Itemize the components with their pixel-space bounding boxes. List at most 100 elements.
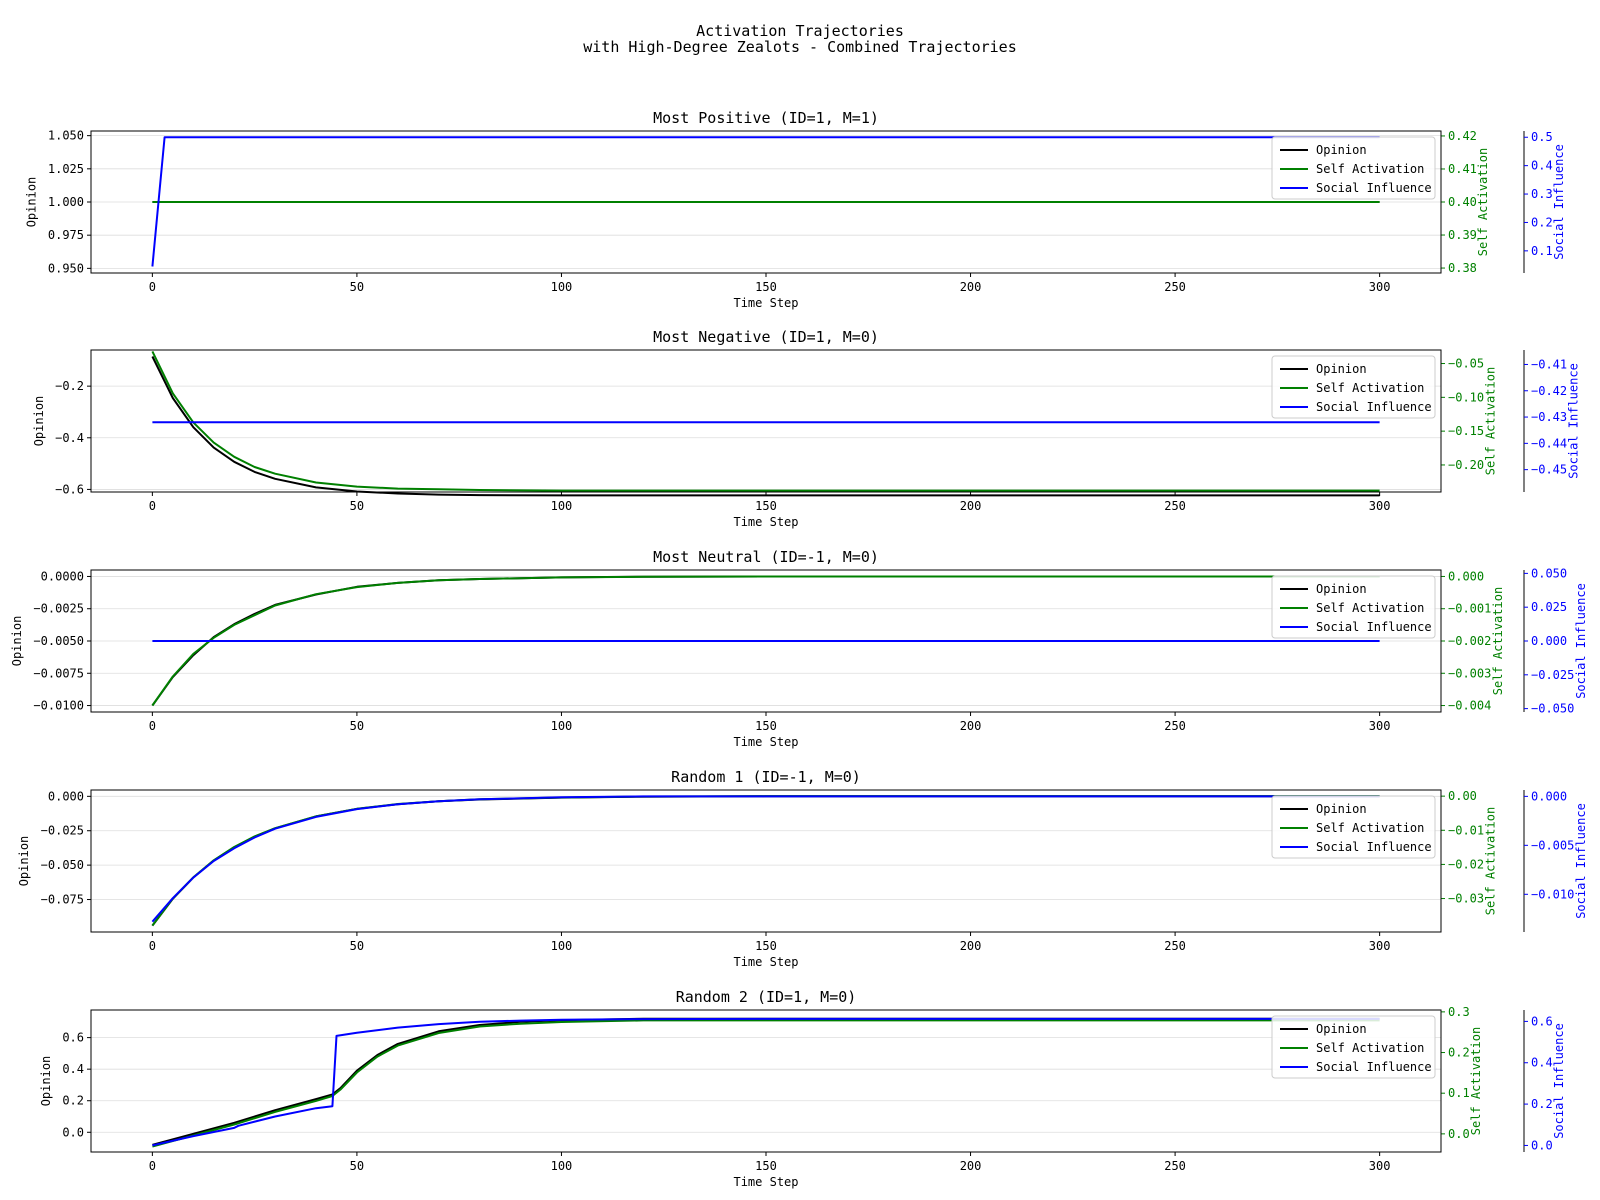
y2-tick-label: 0.000 [1448, 569, 1484, 583]
legend-label: Self Activation [1316, 1041, 1424, 1055]
y2-tick-label: −0.05 [1448, 357, 1484, 371]
y2-tick-label: −0.004 [1448, 699, 1491, 713]
y2-tick-label: 0.1 [1448, 1086, 1470, 1100]
y-tick-label: 0.2 [62, 1094, 84, 1108]
x-axis-label: Time Step [733, 735, 798, 749]
y2-axis-label: Self Activation [1484, 807, 1498, 915]
subplot-3: Most Neutral (ID=-1, M=0) 0 50 100 150 200 250… [10, 548, 1588, 749]
y2-tick-label: −0.001 [1448, 602, 1491, 616]
y3-tick-label: 0.1 [1531, 244, 1553, 258]
x-tick-label: 250 [1164, 1159, 1186, 1173]
y3-axis-label: Social Influence [1552, 144, 1566, 260]
y3-tick-label: −0.005 [1531, 838, 1574, 852]
y3-tick-label: 0.2 [1531, 1097, 1553, 1111]
y-tick-label: −0.0025 [33, 602, 84, 616]
legend-label: Opinion [1316, 362, 1367, 376]
series-line-self-activation [152, 1019, 1380, 1148]
y3-tick-label: −0.44 [1531, 436, 1567, 450]
axes-frame [90, 569, 1442, 713]
y2-tick-label: 0.40 [1448, 195, 1477, 209]
subplot-4: Random 1 (ID=-1, M=0) 0 50 100 150 200 250 300 T… [17, 768, 1588, 969]
x-tick-label: 0 [149, 1159, 156, 1173]
y-tick-label: −0.050 [41, 858, 84, 872]
legend-label: Social Influence [1316, 1060, 1432, 1074]
x-tick-label: 100 [551, 939, 573, 953]
y2-tick-label: 0.38 [1448, 261, 1477, 275]
x-tick-label: 150 [755, 1159, 777, 1173]
y2-tick-label: 0.41 [1448, 162, 1477, 176]
legend-label: Self Activation [1316, 381, 1424, 395]
legend: Opinion Self Activation Social Influence [1271, 795, 1436, 859]
y-tick-label: −0.0050 [33, 634, 84, 648]
y3-axis-label: Social Influence [1567, 363, 1581, 479]
legend-box [1271, 1015, 1436, 1079]
y3-tick-label: 0.4 [1531, 159, 1553, 173]
x-axis-label: Time Step [733, 1175, 798, 1189]
x-tick-label: 100 [551, 499, 573, 513]
series-line-social-influence [152, 1017, 1380, 1147]
figure-title-line1: Activation Trajectories [696, 22, 904, 40]
y3-tick-label: 0.6 [1531, 1014, 1553, 1028]
legend-label: Social Influence [1316, 840, 1432, 854]
y-axis-label: Opinion [25, 177, 39, 228]
x-tick-label: 50 [350, 499, 364, 513]
y-tick-label: 0.6 [62, 1031, 84, 1045]
subplot-title: Random 1 (ID=-1, M=0) [671, 768, 861, 786]
x-axis-label: Time Step [733, 955, 798, 969]
legend-label: Opinion [1316, 802, 1367, 816]
y2-axis-label: Self Activation [1484, 367, 1498, 475]
axes-frame [90, 349, 1442, 493]
axes-frame [90, 130, 1442, 274]
y2-tick-label: 0.2 [1448, 1046, 1470, 1060]
y2-tick-label: 0.0 [1448, 1127, 1470, 1141]
y3-axis-label: Social Influence [1552, 1023, 1566, 1139]
y-tick-label: 1.000 [48, 195, 84, 209]
axes-frame [90, 1009, 1442, 1153]
y-tick-label: −0.2 [55, 379, 84, 393]
y3-axis-label: Social Influence [1574, 583, 1588, 699]
legend-box [1271, 795, 1436, 859]
legend-label: Self Activation [1316, 821, 1424, 835]
y3-tick-label: −0.43 [1531, 410, 1567, 424]
legend-label: Self Activation [1316, 601, 1424, 615]
x-tick-label: 150 [755, 280, 777, 294]
y-tick-label: −0.025 [41, 824, 84, 838]
y2-axis-label: Self Activation [1469, 1027, 1483, 1135]
y2-tick-label: −0.10 [1448, 390, 1484, 404]
x-tick-label: 50 [350, 1159, 364, 1173]
y2-axis-label: Self Activation [1491, 587, 1505, 695]
subplot-title: Most Neutral (ID=-1, M=0) [653, 548, 879, 566]
subplot-title: Most Negative (ID=1, M=0) [653, 328, 879, 346]
figure-title-line2: with High-Degree Zealots - Combined Traj… [583, 38, 1017, 56]
legend-label: Social Influence [1316, 181, 1432, 195]
y3-tick-label: −0.41 [1531, 357, 1567, 371]
x-tick-label: 150 [755, 939, 777, 953]
y-tick-label: −0.6 [55, 482, 84, 496]
x-tick-label: 250 [1164, 719, 1186, 733]
y3-tick-label: −0.010 [1531, 887, 1574, 901]
x-tick-label: 0 [149, 939, 156, 953]
y-axis-label: Opinion [17, 836, 31, 887]
y2-tick-label: −0.20 [1448, 458, 1484, 472]
x-tick-label: 100 [551, 719, 573, 733]
y-tick-label: −0.4 [55, 431, 84, 445]
subplot-title: Most Positive (ID=1, M=1) [653, 109, 879, 127]
x-tick-label: 200 [960, 719, 982, 733]
y3-tick-label: 0.4 [1531, 1056, 1553, 1070]
y3-tick-label: 0.0 [1531, 1138, 1553, 1152]
x-tick-label: 0 [149, 719, 156, 733]
series-line-self-activation [151, 350, 1380, 492]
x-tick-label: 300 [1369, 939, 1391, 953]
legend-box [1271, 136, 1436, 200]
legend-label: Social Influence [1316, 400, 1432, 414]
x-tick-label: 150 [755, 719, 777, 733]
series-line-opinion [151, 795, 1380, 927]
y-tick-label: 0.000 [48, 789, 84, 803]
x-tick-label: 300 [1369, 499, 1391, 513]
legend: Opinion Self Activation Social Influence [1271, 136, 1436, 200]
y2-tick-label: 0.00 [1448, 789, 1477, 803]
legend: Opinion Self Activation Social Influence [1271, 355, 1436, 419]
x-tick-label: 100 [551, 1159, 573, 1173]
